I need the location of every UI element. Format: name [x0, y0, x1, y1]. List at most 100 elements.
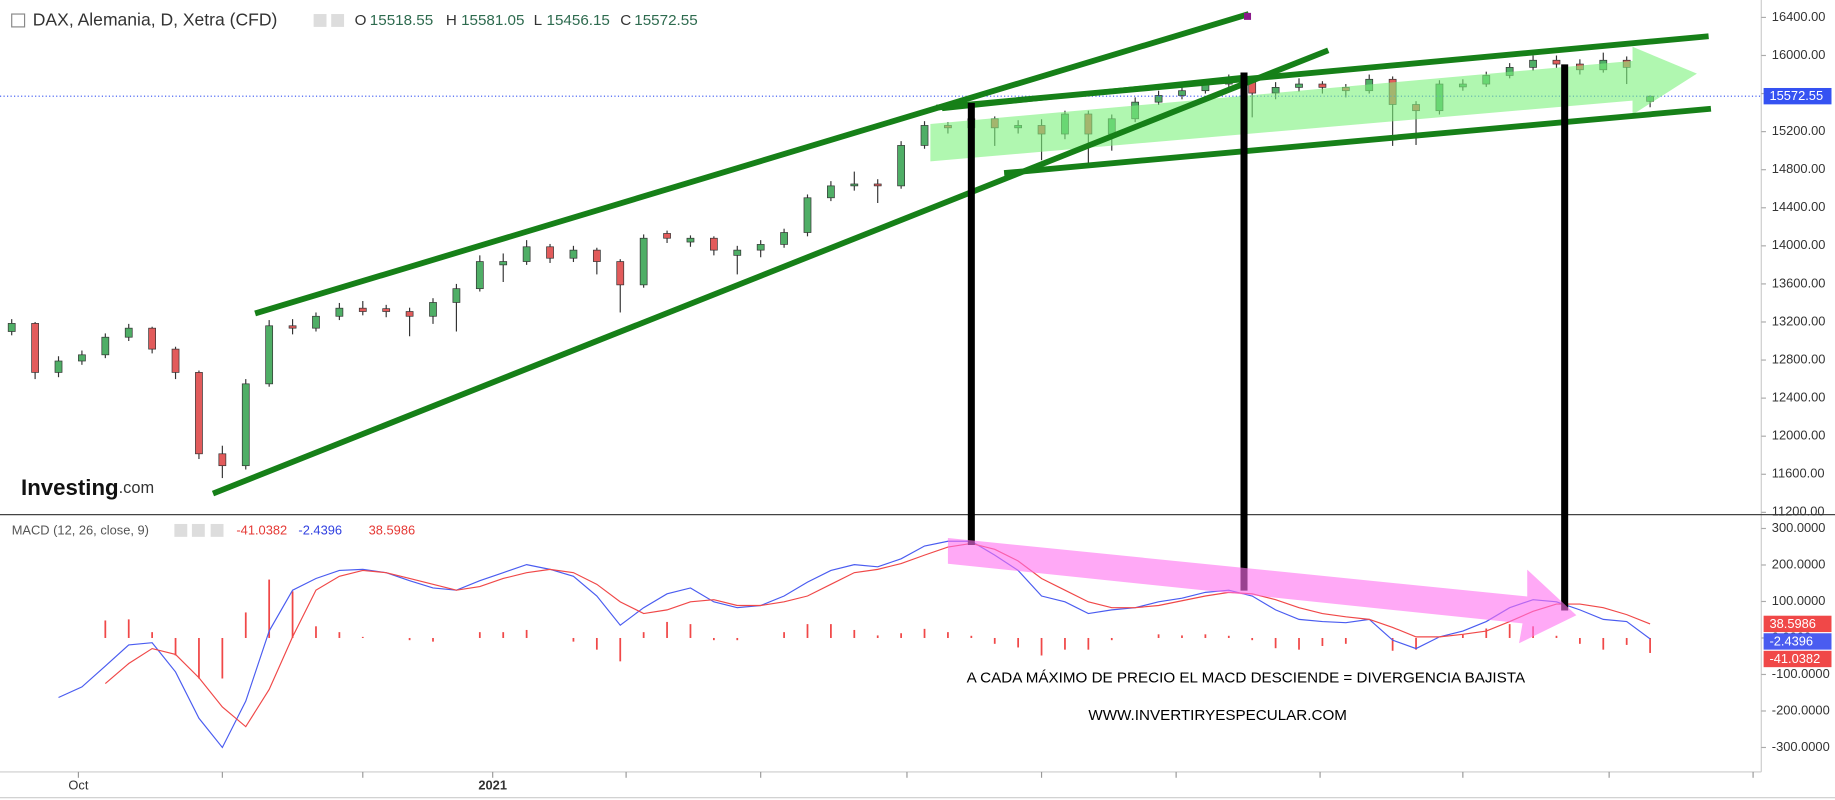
trend-line [941, 74, 1244, 112]
candle-body [148, 327, 156, 350]
candle-body [686, 237, 695, 243]
y-tick-label: -300.0000 [1772, 739, 1830, 754]
candle-body [756, 244, 765, 251]
candle-body [592, 249, 601, 262]
candle-body [827, 185, 835, 199]
candle-body [733, 249, 742, 256]
y-tick-label: 11200.00 [1772, 504, 1825, 519]
candle-body [546, 246, 554, 259]
candle-body [780, 232, 788, 245]
candle-body [335, 307, 344, 317]
y-tick-label: 11600.00 [1772, 466, 1825, 481]
candle-body [1271, 87, 1280, 94]
candle-body [499, 261, 508, 266]
ohlc-value: 15572.55 [634, 12, 697, 29]
settings-icon[interactable] [313, 14, 327, 27]
chart-title: DAX, Alemania, D, Xetra (CFD) [33, 10, 278, 30]
anchor-dot [1244, 12, 1252, 20]
y-tick-label: 14000.00 [1772, 237, 1826, 252]
ohlc-label: O [355, 12, 367, 29]
trend-line [211, 47, 1330, 497]
macd-title: MACD (12, 26, close, 9) [12, 522, 149, 537]
trend-line [1003, 105, 1712, 177]
macd-legend-value: -2.4396 [298, 522, 342, 537]
candle-body [897, 145, 905, 187]
macd-value-label-box [1763, 633, 1832, 650]
candle-body [1318, 83, 1327, 88]
ohlc-value: 15456.15 [547, 12, 610, 29]
logo-suffix: .com [119, 479, 154, 497]
candle-body [218, 453, 227, 467]
y-tick-label: 100.0000 [1772, 593, 1826, 608]
candle-body [1529, 59, 1537, 68]
y-tick-label: 15200.00 [1772, 123, 1826, 138]
settings-icon[interactable] [191, 523, 205, 537]
candle-body [124, 327, 133, 338]
y-tick-label: 13600.00 [1772, 275, 1826, 290]
candle-body [312, 315, 320, 329]
candle-body [452, 288, 461, 303]
annotation: A CADA MÁXIMO DE PRECIO EL MACD DESCIEND… [967, 669, 1526, 686]
macd-legend-value: -41.0382 [236, 522, 287, 537]
candle-body [710, 237, 718, 251]
logo: Investing.com [21, 475, 154, 500]
candle-body [382, 308, 391, 312]
ohlc-label: C [620, 12, 631, 29]
candle-body [429, 302, 437, 317]
y-tick-label: 12000.00 [1772, 428, 1826, 443]
y-tick-label: 13200.00 [1772, 313, 1826, 328]
macd-arrow [947, 538, 1577, 644]
candle-body [1178, 90, 1186, 96]
trend-line [254, 11, 1250, 317]
macd-line [104, 542, 1651, 728]
candle-body [405, 311, 414, 317]
candle-body [522, 246, 531, 262]
x-tick-label: 2021 [478, 777, 507, 792]
candle-body [31, 323, 39, 373]
candle-body [1295, 83, 1303, 88]
y-tick-label: -200.0000 [1772, 702, 1830, 717]
ohlc-value: 15581.05 [461, 12, 524, 29]
ohlc-label: H [446, 12, 457, 29]
candle-body [7, 323, 16, 332]
macd-legend-value: 38.5986 [369, 522, 415, 537]
candle-body [241, 383, 250, 467]
macd-value-label: -2.4396 [1769, 633, 1813, 648]
marks: 11200.00 11600.00 12000.00 12400.00 12800.00… [0, 9, 1832, 792]
candle-body [195, 372, 203, 455]
last-price-label-box [1763, 87, 1832, 105]
macd-value-label: 38.5986 [1769, 616, 1815, 631]
candle-body [54, 360, 63, 373]
candle-body [358, 307, 367, 312]
candle-body [616, 261, 625, 286]
settings-icon[interactable] [331, 14, 345, 27]
y-tick-label: 200.0000 [1772, 556, 1826, 571]
candle-body [850, 183, 859, 187]
macd-value-label: -41.0382 [1769, 651, 1820, 666]
y-tick-label: 12800.00 [1772, 351, 1826, 366]
y-tick-label: 16400.00 [1772, 9, 1826, 24]
y-tick-label: 12400.00 [1772, 390, 1826, 405]
candle-body [171, 348, 180, 373]
close-icon[interactable] [210, 523, 224, 537]
settings-icon[interactable] [174, 523, 188, 537]
collapse-icon[interactable] [11, 13, 26, 28]
y-tick-label: 14400.00 [1772, 199, 1826, 214]
candle-body [475, 261, 484, 290]
macd-line [58, 540, 1651, 749]
last-price-label: 15572.55 [1769, 88, 1823, 103]
macd-value-label-box [1763, 615, 1832, 633]
candle-body [288, 325, 297, 329]
candle-body [639, 237, 648, 286]
candle-body [663, 233, 671, 239]
y-tick-label: 300.0000 [1772, 520, 1826, 535]
y-tick-label: -100.0000 [1772, 666, 1830, 681]
drawings [211, 11, 1712, 644]
candle-body [265, 325, 274, 385]
candle-body [1552, 59, 1561, 65]
x-tick-label: Oct [68, 777, 88, 792]
candle-body [569, 249, 578, 259]
